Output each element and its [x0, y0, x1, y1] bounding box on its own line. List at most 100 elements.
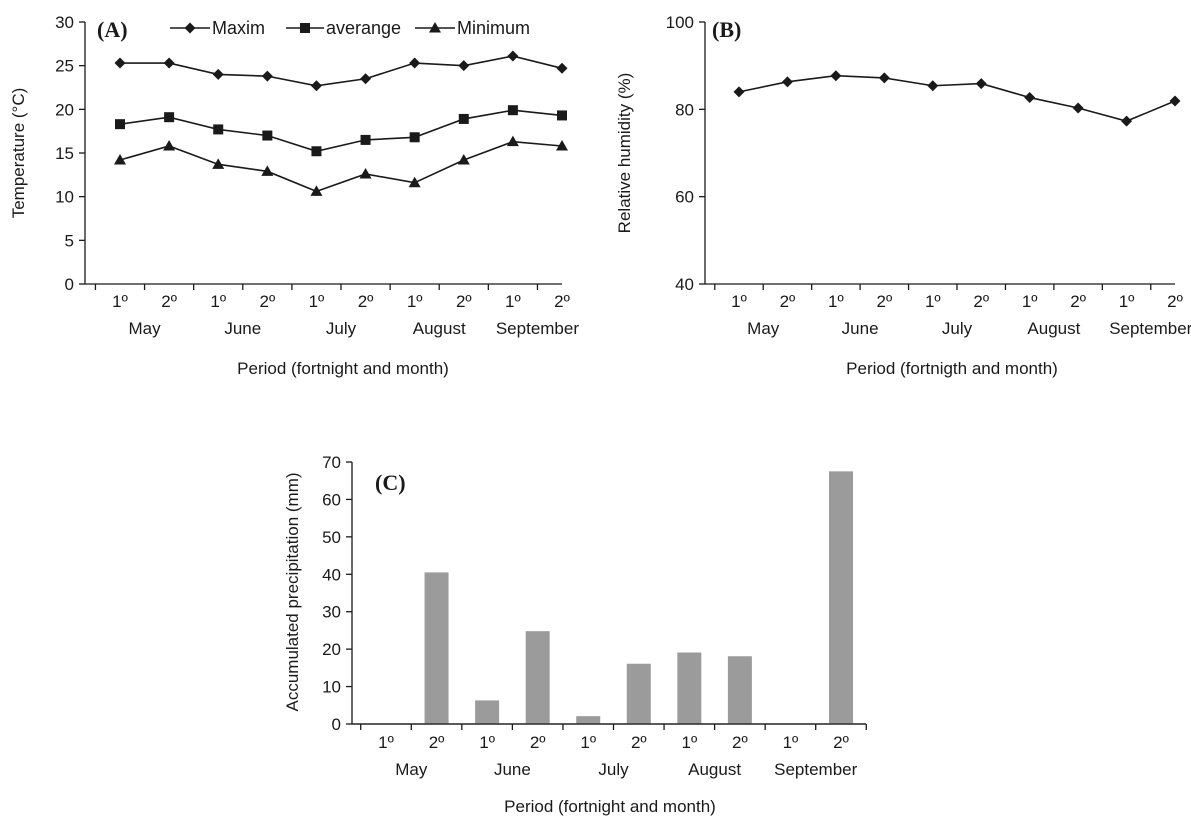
x-tick-label: 2º — [1070, 292, 1086, 311]
legend-marker — [184, 22, 196, 34]
y-tick-label: 60 — [675, 188, 694, 207]
month-label: August — [688, 760, 741, 779]
data-point — [507, 105, 518, 116]
data-point — [409, 57, 421, 69]
data-point — [262, 130, 273, 141]
x-tick-label: 1º — [681, 733, 697, 752]
legend-marker — [300, 23, 310, 33]
y-tick-label: 30 — [322, 603, 341, 622]
x-tick-label: 2º — [973, 292, 989, 311]
x-tick-label: 2º — [429, 733, 445, 752]
panel-label: (C) — [375, 470, 406, 495]
data-point — [878, 72, 890, 84]
y-tick-label: 80 — [675, 100, 694, 119]
y-tick-label: 10 — [322, 678, 341, 697]
y-tick-label: 10 — [55, 188, 74, 207]
x-tick-label: 1º — [407, 292, 423, 311]
bar — [525, 631, 550, 724]
data-point — [733, 86, 745, 98]
x-tick-label: 1º — [783, 733, 799, 752]
y-axis-title: Relative humidity (%) — [615, 73, 634, 234]
data-point — [408, 176, 421, 188]
month-label: September — [774, 760, 857, 779]
month-label: June — [224, 319, 261, 338]
data-point — [507, 50, 519, 62]
bar — [424, 572, 449, 724]
x-tick-label: 1º — [925, 292, 941, 311]
bar — [626, 663, 651, 724]
data-point — [360, 134, 371, 145]
data-point — [409, 132, 420, 143]
data-point — [311, 146, 322, 157]
x-tick-label: 2º — [259, 292, 275, 311]
x-tick-label: 1º — [1022, 292, 1038, 311]
data-point — [556, 62, 568, 74]
y-tick-label: 30 — [55, 13, 74, 32]
y-tick-label: 20 — [322, 640, 341, 659]
data-point — [212, 68, 224, 80]
x-tick-label: 1º — [378, 733, 394, 752]
data-point — [115, 119, 125, 130]
month-label: May — [747, 319, 780, 338]
data-point — [781, 76, 793, 88]
x-tick-label: 1º — [309, 292, 325, 311]
y-tick-label: 100 — [666, 13, 694, 32]
data-point — [1121, 115, 1133, 127]
bar — [677, 652, 702, 724]
month-label: June — [842, 319, 879, 338]
data-point — [310, 185, 323, 196]
y-tick-label: 60 — [322, 490, 341, 509]
legend-label: Minimum — [457, 18, 530, 38]
data-point — [506, 135, 519, 147]
x-tick-label: 1º — [210, 292, 226, 311]
series-line — [738, 74, 1176, 122]
data-point — [458, 113, 469, 124]
x-tick-label: 2º — [456, 292, 472, 311]
y-tick-label: 15 — [55, 144, 74, 163]
y-tick-label: 0 — [332, 715, 341, 734]
data-point — [212, 158, 225, 169]
data-point — [310, 80, 322, 92]
data-point — [975, 78, 987, 90]
x-tick-label: 1º — [479, 733, 495, 752]
data-point — [114, 57, 126, 69]
data-point — [163, 140, 176, 151]
x-tick-label: 1º — [731, 292, 747, 311]
data-point — [457, 153, 470, 165]
x-tick-label: 2º — [358, 292, 374, 311]
y-tick-label: 70 — [322, 453, 341, 472]
y-tick-label: 0 — [65, 275, 74, 294]
y-tick-label: 40 — [675, 275, 694, 294]
x-tick-label: 2º — [732, 733, 748, 752]
month-label: August — [413, 319, 466, 338]
y-tick-label: 20 — [55, 100, 74, 119]
data-point — [1072, 102, 1084, 114]
data-point — [261, 165, 274, 176]
month-label: September — [1109, 319, 1191, 338]
bar — [727, 656, 752, 724]
data-point — [164, 112, 175, 123]
x-tick-label: 2º — [554, 292, 570, 311]
data-point — [1024, 92, 1036, 104]
y-tick-label: 50 — [322, 528, 341, 547]
bar — [475, 700, 500, 724]
y-axis-title: Accumulated precipitation (mm) — [283, 472, 302, 711]
x-axis-title: Period (fortnigth and month) — [846, 359, 1058, 378]
y-tick-label: 25 — [55, 57, 74, 76]
x-axis-title: Period (fortnight and month) — [504, 797, 716, 816]
data-point — [359, 167, 372, 179]
data-point — [360, 73, 372, 85]
month-label: July — [326, 319, 357, 338]
month-label: August — [1027, 319, 1080, 338]
data-point — [114, 153, 126, 165]
x-tick-label: 1º — [828, 292, 844, 311]
x-tick-label: 1º — [112, 292, 128, 311]
legend-marker — [429, 22, 441, 33]
series-line — [120, 55, 563, 87]
x-tick-label: 2º — [530, 733, 546, 752]
data-point — [927, 80, 939, 92]
data-point — [261, 70, 273, 82]
x-tick-label: 2º — [780, 292, 796, 311]
